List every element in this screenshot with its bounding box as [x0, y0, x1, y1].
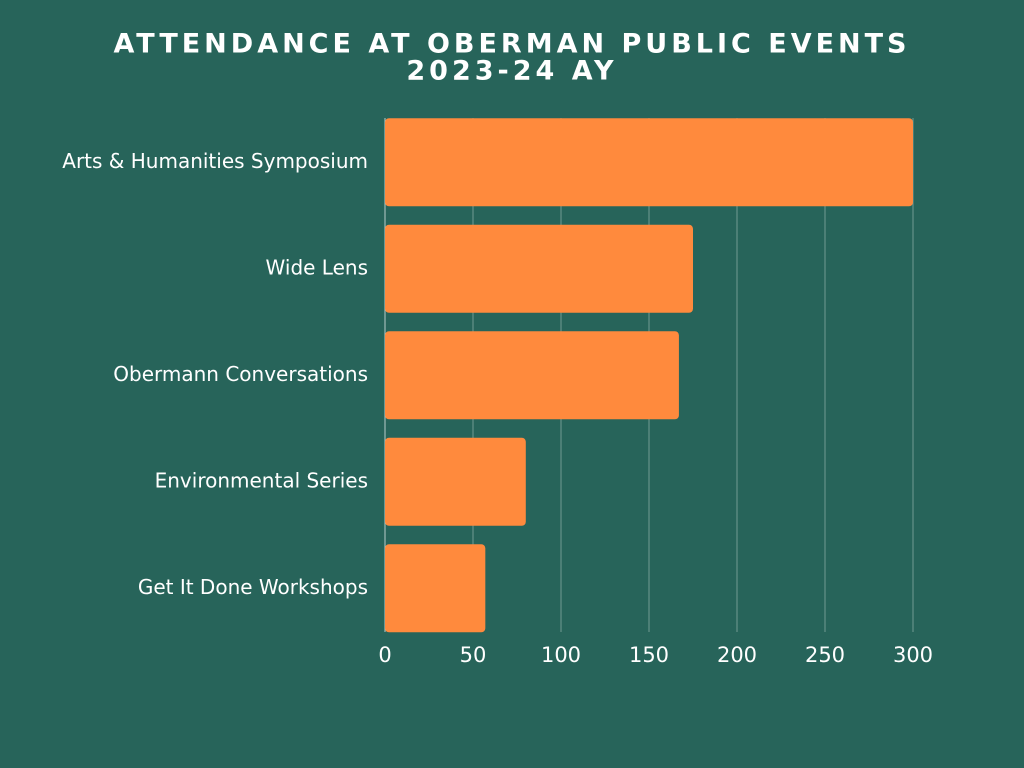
bar: [385, 544, 486, 633]
chart-title: ATTENDANCE AT OBERMAN PUBLIC EVENTS: [113, 29, 910, 60]
x-tick-label: 100: [541, 643, 581, 667]
y-tick-label: Get It Done Workshops: [138, 575, 368, 599]
x-tick-label: 250: [805, 643, 845, 667]
x-tick-label: 150: [629, 643, 669, 667]
y-tick-label: Wide Lens: [266, 255, 368, 279]
y-tick-label: Arts & Humanities Symposium: [62, 149, 368, 173]
x-tick-label: 0: [378, 643, 391, 667]
bar: [385, 118, 913, 207]
y-tick-label: Environmental Series: [155, 468, 368, 492]
bar: [385, 437, 526, 526]
x-tick-label: 50: [460, 643, 487, 667]
bar: [385, 331, 679, 420]
x-tick-label: 300: [893, 643, 933, 667]
bar: [385, 224, 693, 313]
x-tick-label: 200: [717, 643, 757, 667]
chart-subtitle: 2023-24 AY: [406, 56, 617, 87]
y-tick-label: Obermann Conversations: [113, 362, 368, 386]
